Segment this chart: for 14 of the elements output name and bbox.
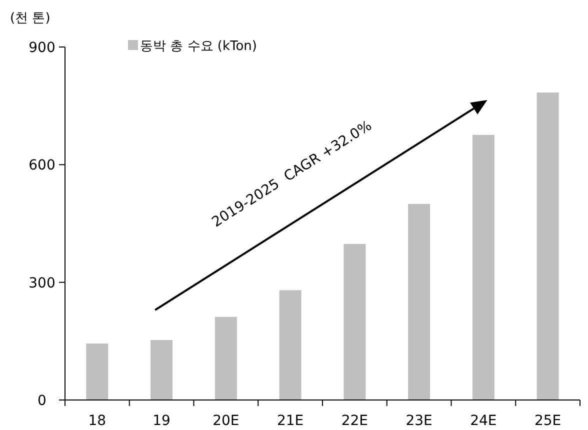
x-tick-label: 24E [470,413,497,429]
x-tick-label: 25E [534,413,562,429]
x-tick-label: 20E [212,413,240,429]
x-tick-label: 21E [276,413,304,429]
y-tick-label: 600 [28,158,56,174]
x-tick-label: 19 [152,413,170,429]
y-axis-title: (천 톤) [10,11,50,26]
x-tick-label: 22E [341,413,368,429]
y-tick-label: 900 [28,40,56,56]
x-tick-label: 23E [406,413,432,429]
y-tick-label: 0 [38,393,46,409]
y-tick-label: 300 [28,275,56,292]
legend-label: 동박 총 수요 (kTon) [140,39,257,54]
x-tick-label: 18 [88,413,106,429]
